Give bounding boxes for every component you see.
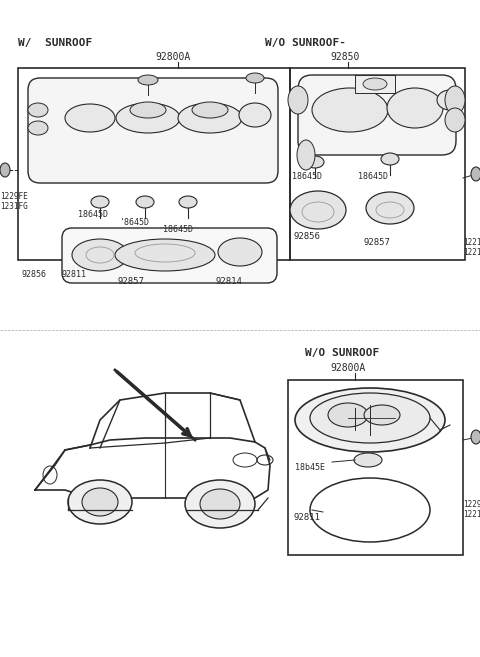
Text: 18645D: 18645D [163,225,193,234]
Text: 92856: 92856 [22,270,47,279]
Text: 18645D: 18645D [358,172,388,181]
Text: 92814: 92814 [215,277,242,286]
Text: W/O SUNROOF-: W/O SUNROOF- [265,38,346,48]
Ellipse shape [381,153,399,165]
FancyBboxPatch shape [28,78,278,183]
Ellipse shape [312,88,388,132]
Ellipse shape [471,430,480,444]
Ellipse shape [28,103,48,117]
Ellipse shape [328,403,368,427]
Ellipse shape [387,88,443,128]
Ellipse shape [68,480,132,524]
Text: 1221EE: 1221EE [463,238,480,247]
Ellipse shape [354,453,382,467]
Text: 1229FE: 1229FE [0,192,28,201]
Ellipse shape [364,405,400,425]
Ellipse shape [185,480,255,528]
Text: 1221AC: 1221AC [463,248,480,257]
Ellipse shape [363,78,387,90]
Ellipse shape [116,103,180,133]
FancyBboxPatch shape [62,228,277,283]
Ellipse shape [138,75,158,85]
Text: 92857: 92857 [363,238,390,247]
Bar [18,68,290,260]
Ellipse shape [28,121,48,135]
Ellipse shape [178,103,242,133]
Text: 1229FE: 1229FE [463,500,480,509]
Ellipse shape [445,86,465,114]
Text: 18645D: 18645D [78,210,108,219]
Text: 92800A: 92800A [155,52,190,62]
Text: '8645D: '8645D [120,218,150,227]
Ellipse shape [130,102,166,118]
Bar [288,380,463,555]
Ellipse shape [0,163,10,177]
Ellipse shape [239,103,271,127]
Text: W/O SUNROOF: W/O SUNROOF [305,348,379,358]
Ellipse shape [72,239,128,271]
Ellipse shape [91,196,109,208]
Ellipse shape [200,489,240,519]
Ellipse shape [471,167,480,181]
Text: W/  SUNROOF: W/ SUNROOF [18,38,92,48]
Ellipse shape [246,73,264,83]
Text: 18b45E: 18b45E [295,463,325,472]
Text: 92811: 92811 [293,513,320,522]
Ellipse shape [437,90,463,110]
Text: 92857: 92857 [118,277,145,286]
Text: 92811: 92811 [62,270,87,279]
FancyBboxPatch shape [298,75,456,155]
Ellipse shape [290,191,346,229]
Text: 1221AC: 1221AC [463,510,480,519]
Text: 18645D: 18645D [292,172,322,181]
Ellipse shape [136,196,154,208]
Ellipse shape [218,238,262,266]
Bar [355,75,395,93]
Bar [290,68,465,260]
Ellipse shape [306,156,324,168]
Ellipse shape [366,192,414,224]
Ellipse shape [192,102,228,118]
Ellipse shape [310,393,430,443]
Ellipse shape [445,108,465,132]
Text: 92856: 92856 [293,232,320,241]
Text: 1231FG: 1231FG [0,202,28,211]
Ellipse shape [82,488,118,516]
Ellipse shape [65,104,115,132]
Ellipse shape [295,388,445,452]
Ellipse shape [179,196,197,208]
Ellipse shape [115,239,215,271]
Text: 92800A: 92800A [330,363,365,373]
Ellipse shape [288,86,308,114]
Text: 92850: 92850 [330,52,360,62]
Ellipse shape [297,140,315,170]
